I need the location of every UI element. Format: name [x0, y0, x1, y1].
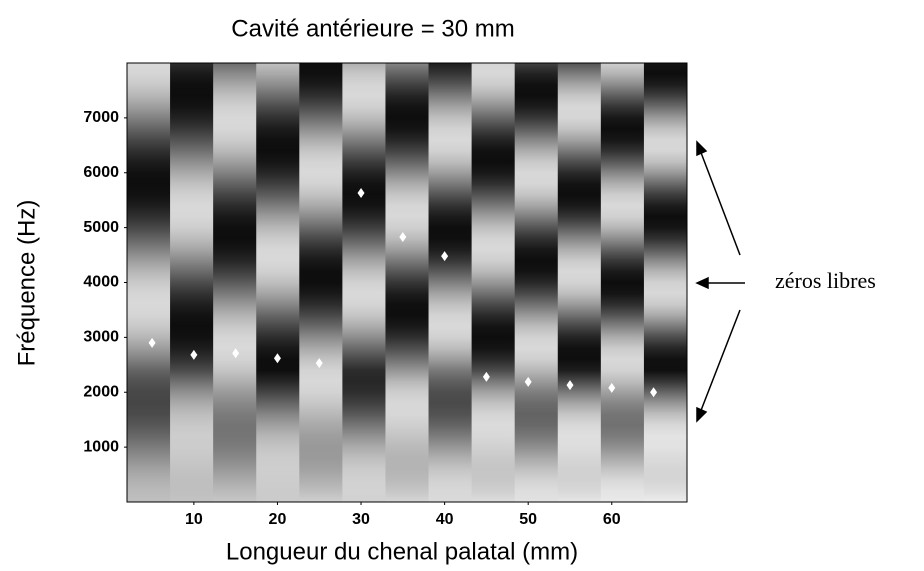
y-tick-label: 4000 — [83, 274, 119, 291]
marker — [273, 353, 281, 364]
y-tick-label: 1000 — [83, 438, 119, 455]
marker — [566, 380, 574, 391]
marker — [524, 376, 532, 387]
x-tick-label: 20 — [269, 511, 287, 528]
x-tick-label: 50 — [519, 511, 537, 528]
y-tick-label: 7000 — [83, 109, 119, 126]
marker — [441, 251, 449, 262]
marker — [482, 371, 490, 382]
y-tick-label: 3000 — [83, 329, 119, 346]
x-tick-label: 10 — [185, 511, 203, 528]
y-tick-label: 2000 — [83, 383, 119, 400]
annotation: zéros libres — [775, 268, 876, 293]
x-tick-label: 60 — [603, 511, 621, 528]
marker — [148, 337, 156, 348]
marker — [399, 231, 407, 242]
y-tick-label: 6000 — [83, 164, 119, 181]
marker — [190, 349, 198, 360]
x-tick-label: 40 — [436, 511, 454, 528]
chart-title: Cavité antérieure = 30 mm — [231, 15, 514, 42]
annotation-arrows — [695, 140, 745, 423]
y-tick-label: 5000 — [83, 219, 119, 236]
marker — [232, 348, 240, 359]
y-axis-label: Fréquence (Hz) — [13, 200, 40, 367]
marker — [357, 188, 365, 199]
x-axis-label: Longueur du chenal palatal (mm) — [226, 538, 578, 565]
marker — [315, 358, 323, 369]
marker — [608, 382, 616, 393]
x-tick-label: 30 — [352, 511, 370, 528]
spectrogram-background — [127, 63, 688, 502]
marker — [650, 387, 658, 398]
